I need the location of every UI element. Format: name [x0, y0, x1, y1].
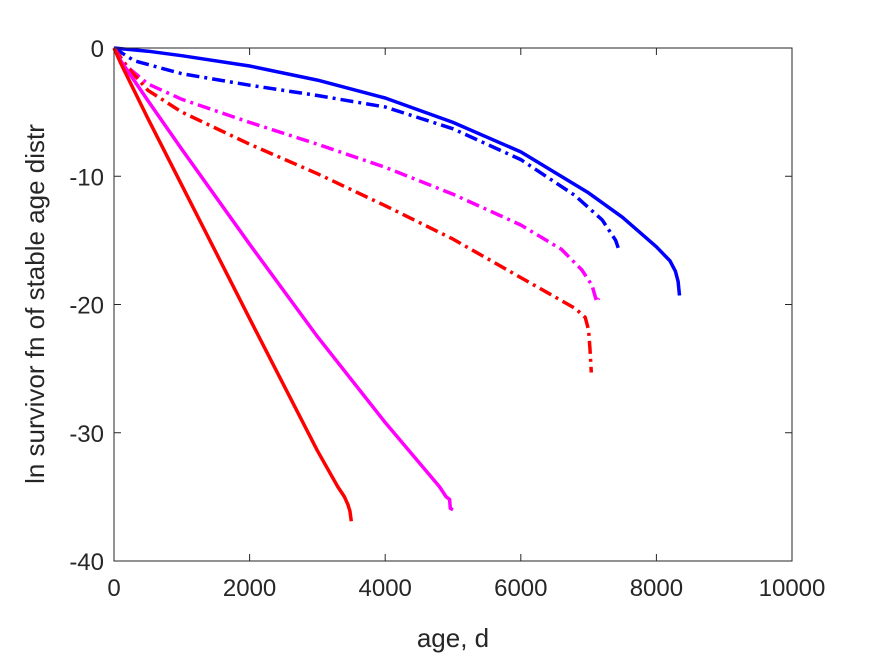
series-line-1: [113, 46, 682, 296]
y-tick-label: -20: [69, 293, 104, 320]
y-tick-label: -40: [69, 549, 104, 576]
y-tick-label: 0: [91, 36, 104, 63]
series-line-4: [112, 46, 594, 373]
series-line-3: [112, 46, 601, 304]
x-tick-label: 8000: [630, 575, 683, 602]
y-tick-label: -30: [69, 421, 104, 448]
tick-layer: 0 2000 4000 6000 8000 10000 0 -10 -20 -30 -40: [69, 36, 825, 602]
x-tick-label: 0: [107, 575, 120, 602]
y-axis-label: ln survivor fn of stable age distr: [20, 124, 50, 484]
x-tick-label: 10000: [759, 575, 826, 602]
series-line-2: [113, 46, 621, 252]
series-line-5: [112, 47, 454, 512]
x-axis-label: age, d: [417, 623, 489, 653]
plot-area: [114, 48, 792, 561]
y-tick-label: -10: [69, 164, 104, 191]
x-tick-label: 4000: [359, 575, 412, 602]
x-tick-label: 6000: [494, 575, 547, 602]
series-layer: [112, 46, 682, 522]
series-line-6: [112, 47, 354, 522]
x-tick-label: 2000: [223, 575, 276, 602]
